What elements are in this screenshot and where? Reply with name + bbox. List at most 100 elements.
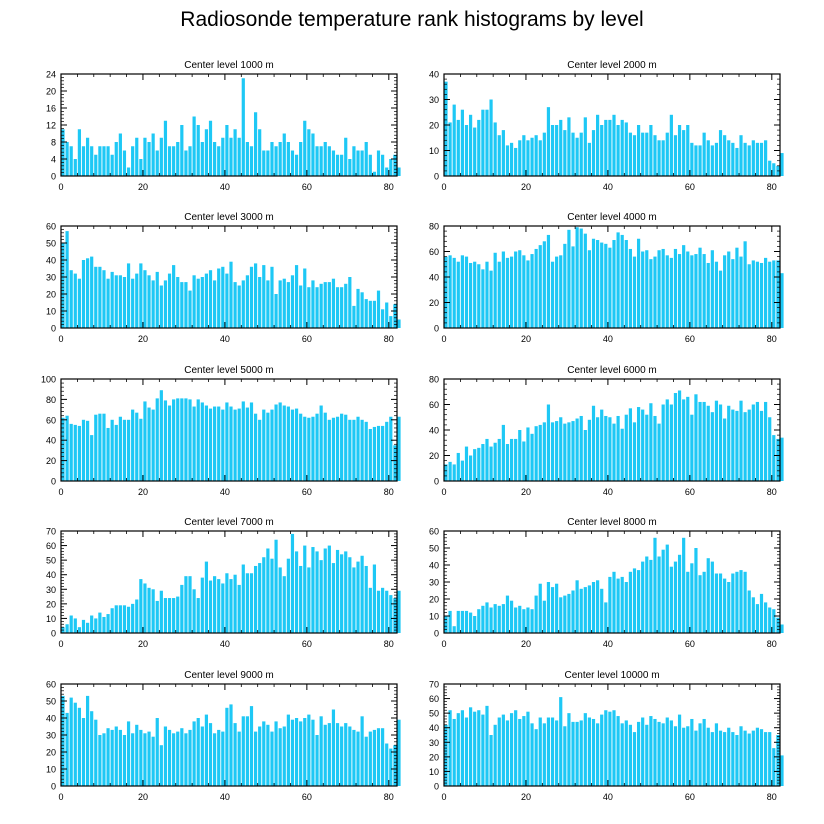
bar [546, 582, 551, 633]
bar [131, 409, 135, 481]
bar [596, 114, 600, 176]
bar [90, 256, 94, 328]
bar [596, 240, 600, 328]
panel-title: Center level 10000 m [564, 670, 659, 681]
y-tick-label: 80 [429, 222, 439, 232]
bar [188, 729, 192, 786]
bar [69, 270, 73, 328]
bar [497, 438, 501, 481]
bar [485, 438, 489, 481]
bar [497, 261, 501, 328]
bar [229, 579, 233, 633]
bar [102, 733, 106, 786]
bar [356, 150, 360, 176]
bar [710, 732, 714, 786]
bar [114, 605, 118, 633]
x-tick-label: 0 [58, 487, 63, 497]
bar [106, 146, 110, 176]
bar [600, 588, 604, 633]
bar [514, 147, 518, 176]
bar [567, 593, 571, 633]
bar [385, 743, 389, 786]
bar [319, 283, 323, 328]
bar [604, 710, 608, 786]
y-tick-label: 20 [46, 456, 56, 466]
bar [102, 413, 106, 481]
bar [294, 154, 299, 176]
bar [755, 604, 760, 633]
bar [331, 417, 336, 481]
bar [776, 735, 780, 786]
bar [468, 262, 473, 328]
bar [122, 419, 127, 481]
bar [550, 261, 555, 328]
bar [620, 234, 624, 328]
bar [739, 135, 743, 176]
bar [208, 270, 213, 328]
bar [485, 261, 489, 328]
bar [266, 724, 270, 786]
bar [278, 142, 282, 176]
bar [126, 721, 131, 786]
bar [489, 446, 493, 481]
x-tick-label: 20 [521, 792, 531, 802]
bar [641, 409, 645, 481]
y-tick-label: 80 [429, 375, 439, 385]
bar [98, 266, 102, 328]
bar [98, 612, 102, 633]
x-tick-label: 80 [384, 792, 394, 802]
bar [481, 109, 485, 176]
bar [665, 255, 669, 328]
bar [348, 726, 352, 786]
bar [372, 564, 377, 633]
bar [702, 254, 706, 328]
bar [331, 563, 336, 633]
bar [340, 154, 344, 176]
bar [163, 400, 168, 481]
bar [294, 551, 299, 633]
bar [452, 104, 456, 176]
bar [591, 718, 596, 786]
bar [221, 266, 225, 328]
y-tick-label: 20 [429, 451, 439, 461]
bar [464, 717, 469, 786]
panel-7: Center level 7000 m 0 20 40 60 80 0 10 20 30 40 50 6… [46, 517, 401, 649]
bar [85, 258, 90, 328]
bar [135, 273, 139, 328]
bar [530, 609, 534, 633]
bar [262, 150, 266, 176]
bar [233, 282, 237, 328]
bar [208, 408, 213, 481]
bar [657, 423, 661, 482]
bar [743, 730, 747, 786]
bar [360, 150, 364, 176]
bar [274, 404, 278, 481]
bar [776, 438, 780, 481]
bar [245, 142, 249, 176]
bar [163, 120, 168, 176]
bar [587, 250, 592, 328]
bar [567, 422, 571, 481]
bar [620, 119, 624, 176]
bar [221, 583, 225, 633]
bar [262, 721, 266, 786]
bar [575, 580, 579, 633]
y-tick-label: 20 [429, 752, 439, 762]
bar [122, 605, 127, 633]
bar [448, 461, 452, 482]
bar [233, 129, 237, 176]
bar [180, 125, 184, 176]
bar [335, 154, 340, 176]
bar [538, 140, 542, 176]
bar [657, 721, 661, 786]
bar [477, 609, 481, 633]
bar [143, 401, 147, 481]
bar [163, 726, 168, 786]
bar [608, 247, 612, 328]
bar [686, 571, 690, 633]
bar [176, 398, 180, 481]
bar [299, 413, 303, 481]
bar [241, 280, 245, 328]
bar [106, 728, 110, 786]
bar [518, 430, 522, 481]
